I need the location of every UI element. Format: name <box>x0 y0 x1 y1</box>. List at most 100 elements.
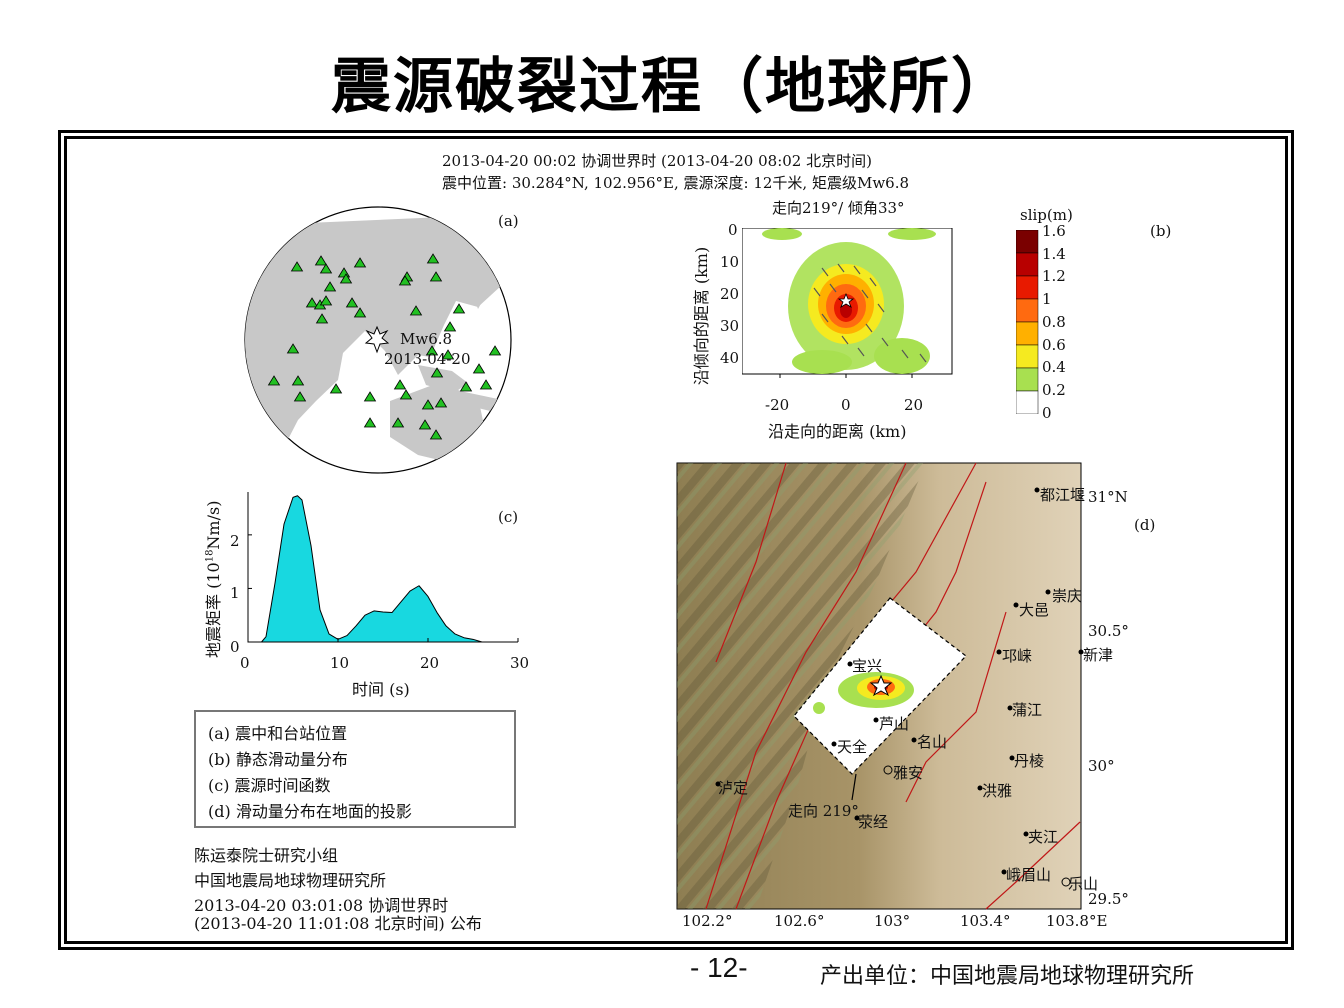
panel-b-xlabel: 沿走向的距离 (km) <box>768 422 907 441</box>
panel-b-xtick: -20 <box>765 396 790 414</box>
panel-a-date: 2013-04-20 <box>384 350 471 368</box>
panel-b-ytick: 30 <box>720 317 740 335</box>
legend-item: (d) 滑动量分布在地面的投影 <box>208 802 412 821</box>
station-triangle-icon <box>319 295 333 306</box>
colorbar-tick-label: 1.6 <box>1042 222 1066 240</box>
panel-b-ylabel: 沿倾向的距离 (km) <box>692 246 712 386</box>
panel-b-ytick: 0 <box>728 221 738 239</box>
colorbar-segment <box>1016 321 1039 346</box>
map-lon-label: 103.4° <box>960 912 1011 930</box>
panel-a-label: (a) <box>498 212 519 230</box>
panel-b-ytick: 10 <box>720 253 740 271</box>
station-triangle-icon <box>409 305 423 316</box>
station-triangle-icon <box>425 345 439 356</box>
producer-credit: 产出单位：中国地震局地球物理研究所 <box>820 964 1195 989</box>
figure-header-line1: 2013-04-20 00:02 协调世界时 (2013-04-20 08:02… <box>442 152 872 170</box>
panel-c-xtick: 30 <box>510 654 530 672</box>
station-triangle-icon <box>421 399 435 410</box>
map-city-mingshan: 名山 <box>917 733 948 751</box>
stf-area <box>261 495 483 643</box>
map-city-xinjin: 新津 <box>1083 646 1114 664</box>
panel-b-xtick: 0 <box>841 396 851 414</box>
station-triangle-icon <box>434 397 448 408</box>
panel-c-ytick: 0 <box>230 638 240 656</box>
slide-title: 震源破裂过程（地球所） <box>331 52 1013 122</box>
colorbar-tick-label: 1.2 <box>1042 267 1066 286</box>
map-lat-label: 29.5° <box>1088 890 1129 908</box>
station-triangle-icon <box>429 271 443 282</box>
strike-arrow <box>851 773 857 801</box>
hypocenter-star-icon <box>837 292 855 308</box>
station-triangle-icon <box>353 307 367 318</box>
map-city-qionglai: 邛崃 <box>1002 647 1033 665</box>
colorbar-segment <box>1016 275 1039 300</box>
station-triangle-icon <box>323 281 337 292</box>
figure-frame-inner <box>64 136 1288 944</box>
page-number: - 12- <box>690 952 748 983</box>
station-triangle-icon <box>286 343 300 354</box>
map-city-yingjing: 荥经 <box>858 813 889 831</box>
panel-c-ytick: 2 <box>230 532 240 550</box>
map-city-danling: 丹棱 <box>1014 752 1045 770</box>
colorbar-tick-label: 0 <box>1042 403 1052 422</box>
panel-c-label: (c) <box>498 508 519 526</box>
colorbar-tick-label: 0.2 <box>1042 380 1066 399</box>
colorbar-tick-label: 0.4 <box>1042 358 1066 377</box>
figure-header-line2: 震中位置: 30.284°N, 102.956°E, 震源深度: 12千米, 矩… <box>442 174 910 192</box>
panel-d-label: (d) <box>1134 516 1156 534</box>
station-triangle-icon <box>291 375 305 386</box>
map-city-chongqing: 崇庆 <box>1052 587 1083 605</box>
station-triangle-icon <box>399 389 413 400</box>
epicenter-star-icon <box>364 325 390 354</box>
colorbar <box>1016 230 1039 414</box>
station-triangle-icon <box>459 381 473 392</box>
station-triangle-icon <box>315 313 329 324</box>
panel-b-slip-map <box>742 228 953 378</box>
station-triangle-icon <box>314 255 328 266</box>
map-lon-label: 103.8°E <box>1046 912 1108 930</box>
colorbar-tick-label: 0.6 <box>1042 335 1066 354</box>
panel-b-ytick: 40 <box>720 349 740 367</box>
map-city-yaan: 雅安 <box>893 764 924 782</box>
panel-b-label: (b) <box>1150 222 1172 240</box>
station-triangle-icon <box>430 367 444 378</box>
colorbar-tick-label: 1.4 <box>1042 244 1066 263</box>
station-triangle-icon <box>488 345 502 356</box>
map-strike-label: 走向 219° <box>788 802 859 820</box>
station-triangle-icon <box>452 303 466 314</box>
station-markers <box>267 253 502 440</box>
credit-line: (2013-04-20 11:01:08 北京时间) 公布 <box>194 914 482 933</box>
panel-a-magnitude: Mw6.8 <box>400 330 453 348</box>
panel-b-subtitle: 走向219°/ 倾角33° <box>772 199 905 217</box>
map-lat-label: 30° <box>1088 757 1115 775</box>
station-triangle-icon <box>290 261 304 272</box>
station-triangle-icon <box>443 321 457 332</box>
station-triangle-icon <box>441 349 455 360</box>
colorbar-segment <box>1016 390 1039 414</box>
colorbar-segment <box>1016 367 1039 392</box>
station-triangle-icon <box>339 273 353 284</box>
station-triangle-icon <box>305 297 319 308</box>
map-city-dujiangyan: 都江堰 <box>1040 486 1086 504</box>
panel-d-map <box>676 462 1084 910</box>
legend-box: (a) 震中和台站位置 (b) 静态滑动量分布 (c) 震源时间函数 (d) 滑… <box>194 710 516 828</box>
panel-c-stf-chart <box>247 492 519 643</box>
epicenter-star-icon <box>869 674 893 697</box>
slip-vectors <box>813 263 927 363</box>
panel-c-xtick: 20 <box>420 654 440 672</box>
colorbar-tick-label: 0.8 <box>1042 312 1066 331</box>
map-city-jiajiang: 夹江 <box>1028 828 1059 846</box>
station-triangle-icon <box>479 379 493 390</box>
map-lat-label: 31°N <box>1088 488 1128 506</box>
map-lon-label: 102.6° <box>774 912 825 930</box>
station-triangle-icon <box>393 379 407 390</box>
map-lon-label: 103° <box>874 912 911 930</box>
map-city-pujiang: 蒲江 <box>1012 701 1043 719</box>
map-city-lushan: 芦山 <box>879 715 910 733</box>
station-triangle-icon <box>345 297 359 308</box>
panel-b-xtick: 20 <box>904 396 924 414</box>
colorbar-ticks: 1.6 1.4 1.2 1 0.8 0.6 0.4 0.2 0 <box>1042 222 1082 422</box>
map-city-hongya: 洪雅 <box>982 782 1013 800</box>
colorbar-title: slip(m) <box>1020 206 1073 224</box>
legend-item: (c) 震源时间函数 <box>208 776 331 795</box>
